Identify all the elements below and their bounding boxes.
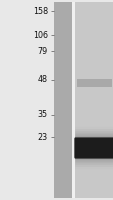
Bar [74,2,113,198]
Bar [53,2,72,198]
Text: 48: 48 [38,75,47,84]
FancyBboxPatch shape [75,131,112,165]
FancyBboxPatch shape [75,136,112,160]
FancyBboxPatch shape [74,137,113,159]
Text: 106: 106 [33,30,47,40]
FancyBboxPatch shape [75,134,112,162]
Text: 35: 35 [37,110,47,119]
Text: 23: 23 [37,132,47,142]
Text: 158: 158 [32,6,47,16]
Text: 79: 79 [37,46,47,55]
Bar [76,79,111,87]
Bar [72,2,74,198]
